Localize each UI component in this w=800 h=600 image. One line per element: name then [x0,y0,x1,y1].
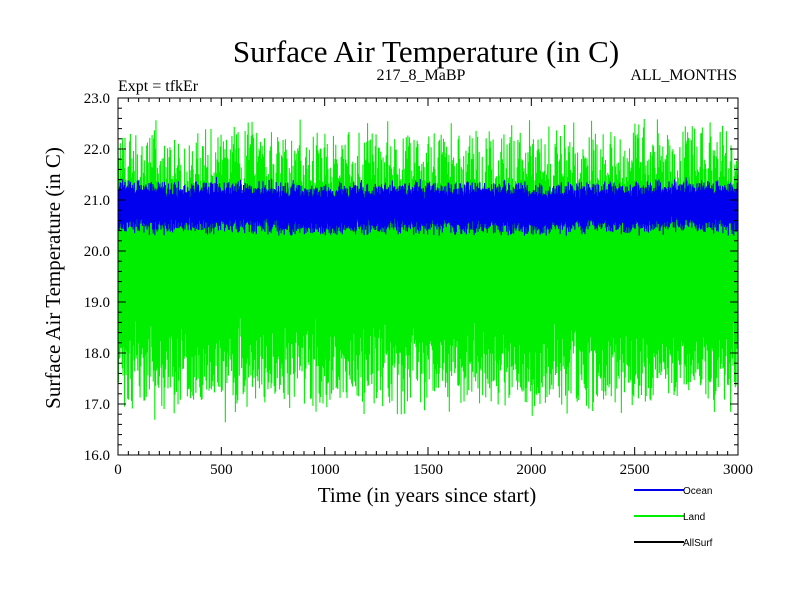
x-tick-label: 3000 [723,462,753,478]
period-label: 217_8_MaBP [377,67,466,84]
ocean-series [118,176,738,236]
legend: Ocean Land AllSurf [634,486,713,549]
legend-label-allsurf: AllSurf [683,538,713,549]
x-tick-label: 1500 [413,462,443,478]
land-series-line [118,118,738,423]
x-tick-label: 1000 [310,462,340,478]
y-tick-label: 16.0 [84,448,110,464]
x-axis-label: Time (in years since start) [318,483,537,507]
x-tick-label: 0 [114,462,122,478]
legend-label-land: Land [683,512,705,523]
y-tick-label: 17.0 [84,397,110,413]
chart-title: Surface Air Temperature (in C) [233,34,619,69]
months-label: ALL_MONTHS [630,67,737,84]
y-tick-label: 23.0 [84,91,110,107]
y-tick-label: 19.0 [84,295,110,311]
x-tick-label: 2500 [620,462,650,478]
plot-area [118,118,738,423]
y-tick-label: 21.0 [84,193,110,209]
x-axis: 0 500 1000 1500 2000 2500 3000 [114,98,753,478]
ocean-series-line [118,176,738,236]
y-tick-label: 18.0 [84,346,110,362]
legend-label-ocean: Ocean [683,486,712,497]
y-tick-label: 20.0 [84,244,110,260]
x-tick-label: 2000 [516,462,546,478]
x-tick-label: 500 [210,462,233,478]
land-series [118,118,738,423]
y-tick-label: 22.0 [84,142,110,158]
y-axis-label: Surface Air Temperature (in C) [41,147,65,409]
experiment-label: Expt = tfkEr [118,78,199,95]
y-axis: 16.0 17.0 18.0 19.0 20.0 21.0 22.0 23.0 [84,91,738,464]
